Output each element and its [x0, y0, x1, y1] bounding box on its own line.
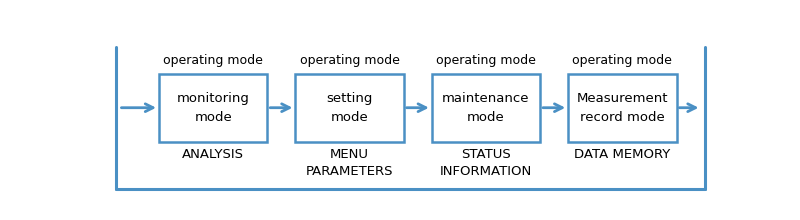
- Text: maintenance
mode: maintenance mode: [442, 92, 530, 124]
- Bar: [432, 74, 540, 142]
- Bar: [159, 74, 267, 142]
- Text: operating mode: operating mode: [163, 54, 263, 67]
- Bar: [295, 74, 404, 142]
- Text: setting
mode: setting mode: [326, 92, 373, 124]
- Text: MENU
PARAMETERS: MENU PARAMETERS: [306, 148, 394, 178]
- Text: DATA MEMORY: DATA MEMORY: [574, 148, 670, 161]
- Text: operating mode: operating mode: [300, 54, 399, 67]
- Text: ANALYSIS: ANALYSIS: [182, 148, 244, 161]
- Text: Measurement
record mode: Measurement record mode: [577, 92, 668, 124]
- Text: STATUS
INFORMATION: STATUS INFORMATION: [440, 148, 532, 178]
- Text: monitoring
mode: monitoring mode: [177, 92, 250, 124]
- Text: operating mode: operating mode: [436, 54, 536, 67]
- Bar: [568, 74, 677, 142]
- Text: operating mode: operating mode: [573, 54, 672, 67]
